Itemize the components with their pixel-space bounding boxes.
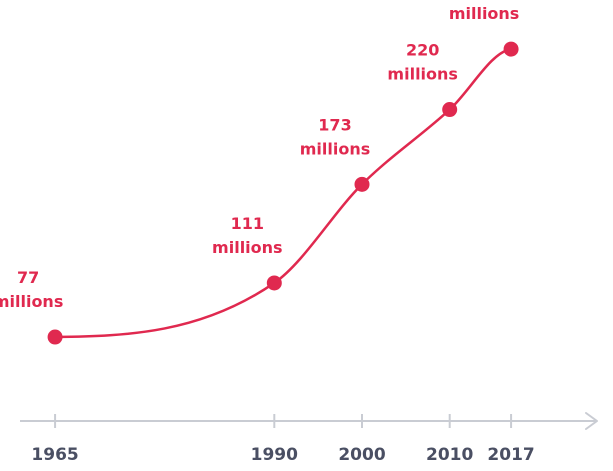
data-labels: 77 millions 111 millions 173 millions 220 milli… [0,4,520,311]
x-axis-ticks: 1965 1990 2000 2010 2017 [31,414,535,465]
data-label-unit: millions [212,238,283,257]
data-label-value: 220 [406,41,439,60]
data-point-2010 [442,102,458,118]
x-axis-arrow-icon [585,412,598,430]
x-tick-label: 2000 [338,445,385,465]
data-label-value: 173 [318,115,351,134]
data-label-value: 111 [231,214,264,233]
data-point-1965 [47,329,63,345]
x-tick-label: 1990 [251,445,298,465]
data-points [47,41,519,345]
data-label-unit: millions [449,4,520,23]
data-label-unit: millions [300,139,371,158]
data-label-unit: millions [0,292,63,311]
data-label-value: 77 [17,268,39,287]
x-tick-label: 2010 [426,445,473,465]
x-tick-label: 2017 [487,445,534,465]
data-point-1990 [266,275,282,291]
x-axis [20,412,598,430]
data-point-2000 [354,176,370,192]
data-label-unit: millions [387,65,458,84]
series-line [53,47,513,339]
data-point-2017 [503,41,519,57]
x-tick-label: 1965 [31,445,78,465]
